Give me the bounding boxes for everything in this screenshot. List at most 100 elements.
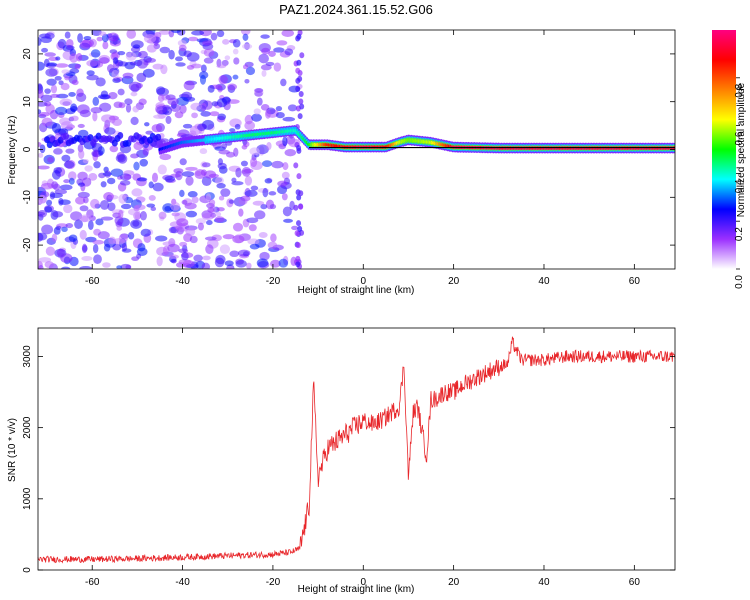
spectrogram-cell (65, 45, 75, 51)
spectrogram-cell (132, 105, 140, 113)
spectrogram-cell (98, 172, 106, 179)
spectrogram-cell (102, 41, 109, 50)
spectrogram-cell (296, 59, 302, 66)
spectrogram-cell (127, 231, 135, 240)
spectrogram-cell (125, 103, 132, 113)
spectrogram-cell (170, 258, 177, 264)
spectrogram-cell (298, 90, 304, 97)
spectrogram-cell (190, 102, 202, 111)
spectrogram-cell (139, 158, 148, 167)
spectrogram-cell (282, 162, 289, 171)
spectrogram-cell (55, 56, 61, 61)
spectrogram-cell (45, 68, 58, 77)
spectrogram-cell (69, 53, 78, 63)
spectrogram-cell (298, 190, 304, 197)
snr-y-label: SNR (10 * v/v) (7, 418, 18, 482)
spectrogram-x-label: Height of straight line (km) (298, 285, 415, 296)
spectrogram-cell (296, 220, 302, 227)
spectrogram-cell (79, 266, 93, 269)
spectrogram-cell (295, 35, 301, 42)
spectrogram-cell (38, 260, 43, 269)
spectrogram-cell (50, 93, 60, 98)
spectrogram-cell (247, 238, 260, 245)
colorbar-tick-label: 0.2 (734, 227, 745, 241)
spectrogram-cell (97, 231, 110, 240)
spectrogram-cell (74, 63, 81, 70)
spectrogram-cell (201, 162, 211, 168)
spectrogram-cell (222, 39, 230, 45)
spectrogram-cell (176, 96, 189, 106)
spectrogram-cell (226, 265, 234, 269)
spectrogram-cell (38, 257, 52, 263)
spectrogram-cell (200, 64, 207, 73)
spectrogram-cell (283, 218, 293, 223)
spectrogram-cell (63, 179, 71, 184)
spectrogram-cell (281, 30, 295, 37)
spectrogram-cell (218, 74, 228, 85)
spectrogram-cell (164, 175, 176, 183)
snr-frame (37, 327, 676, 571)
spectrogram-cell (241, 43, 253, 50)
spectrogram-cell (100, 181, 107, 188)
spectrogram-cell (235, 167, 242, 178)
spectrogram-cell (61, 69, 70, 74)
spectrogram-cell (178, 248, 189, 254)
spectrogram-cell (248, 224, 257, 232)
spectrogram-cell (256, 97, 263, 106)
spectrogram-cell (269, 203, 277, 210)
spectrogram-cell (258, 53, 269, 64)
spectrogram-cell (146, 203, 156, 208)
spectrogram-cell (282, 136, 288, 147)
colorbar-tick-label: 0.0 (734, 275, 745, 289)
spectrogram-cell (281, 171, 290, 180)
spectrogram-cell (168, 49, 175, 60)
x-tick-label: -60 (85, 577, 100, 588)
spectrogram-cell (38, 37, 42, 46)
spectrogram-cell (185, 210, 198, 218)
spectrogram-cell (63, 132, 70, 140)
spectrogram-cell (197, 222, 204, 231)
x-tick-label: 40 (538, 577, 550, 588)
spectrogram-cell (55, 106, 68, 116)
spectrogram-cell (39, 144, 46, 154)
spectrogram-cell (207, 85, 215, 93)
spectrogram-cell (142, 148, 149, 156)
spectrogram-cell (251, 113, 263, 122)
spectrogram-cell (273, 47, 285, 53)
spectrogram-cell (216, 183, 226, 189)
spectrogram-y-ticks: -20 -10 0 10 20 (22, 48, 675, 252)
spectrogram-cell (232, 222, 244, 232)
y-tick-label: 10 (22, 96, 33, 108)
spectrogram-cell (256, 258, 269, 268)
spectrogram-cell (115, 154, 126, 163)
spectrogram-heatmap (38, 30, 675, 269)
spectrogram-cell (59, 117, 71, 126)
spectrogram-cell (75, 196, 86, 205)
spectrogram-cell (59, 184, 73, 191)
spectrogram-cell (178, 259, 192, 265)
spectrogram-cell (137, 243, 146, 252)
spectrogram-cell (74, 219, 83, 230)
spectrogram-cell (110, 168, 124, 177)
spectrogram-cell (92, 239, 105, 245)
spectrogram-cell (117, 88, 125, 96)
y-tick-label: 0 (22, 567, 33, 573)
spectrogram-cell (59, 98, 73, 106)
spectrogram-cell (155, 235, 168, 242)
spectrogram-cell (252, 200, 265, 206)
spectrogram-cell (41, 117, 53, 127)
spectrogram-x-ticks: -60 -40 -20 0 20 40 60 (85, 30, 640, 287)
spectrogram-cell (203, 48, 215, 57)
spectrogram-cell (111, 69, 119, 79)
spectrogram-cell (44, 52, 56, 57)
spectrogram-cell (130, 153, 139, 159)
spectrogram-cell (170, 201, 181, 211)
spectrogram-cell (156, 256, 163, 267)
spectrogram-cell (58, 198, 64, 206)
spectrogram-cell (216, 98, 228, 108)
spectrogram-cell (78, 149, 85, 160)
spectrogram-cell (107, 32, 119, 42)
spectrogram-cell (128, 81, 142, 92)
x-tick-label: 60 (629, 577, 641, 588)
spectrogram-cell (209, 111, 220, 117)
